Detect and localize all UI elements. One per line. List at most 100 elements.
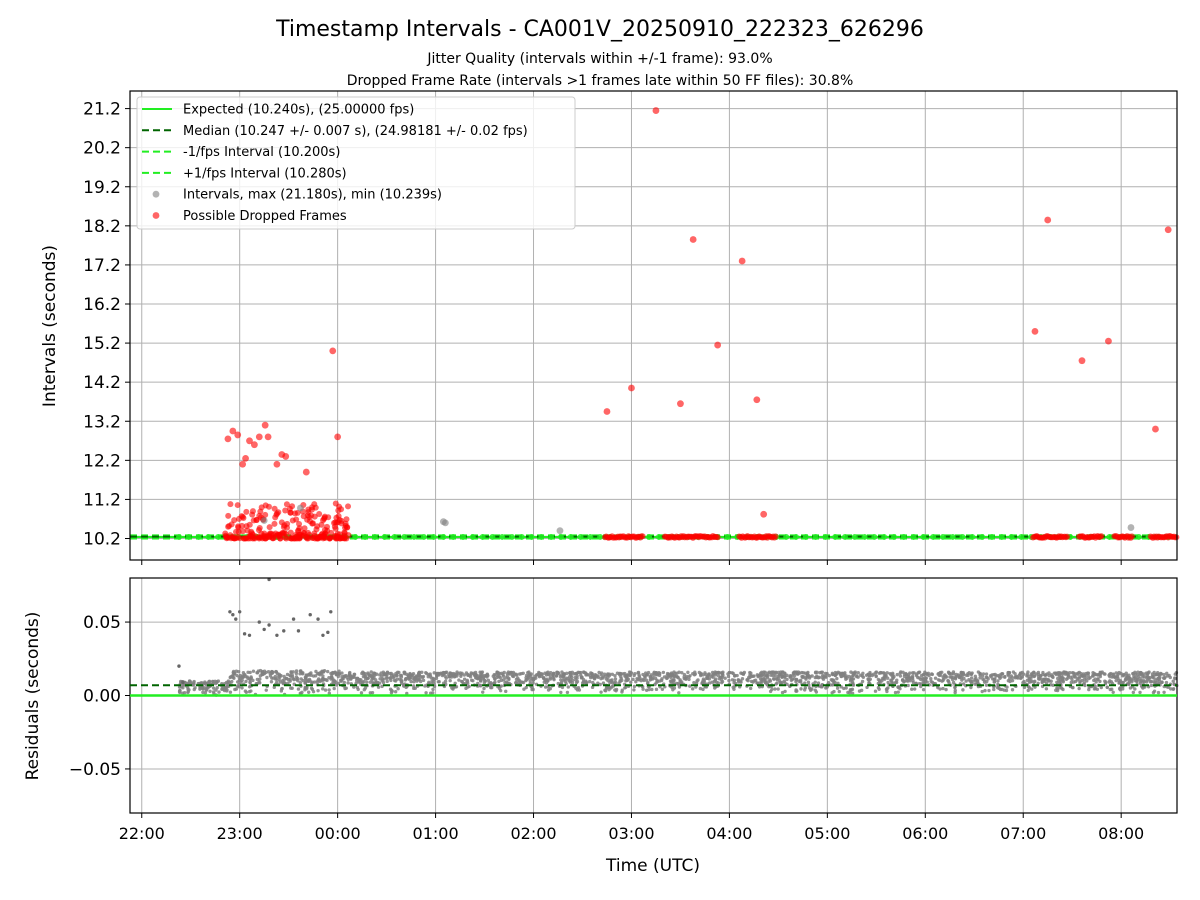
residual-point: [285, 676, 289, 681]
residual-point: [276, 674, 281, 679]
residual-point: [508, 672, 512, 676]
residual-point: [348, 674, 353, 679]
residual-point: [342, 680, 346, 685]
residual-point: [531, 681, 535, 685]
dropped-frame-point: [677, 400, 684, 408]
residual-point: [379, 671, 383, 675]
residual-point: [554, 674, 559, 678]
residual-point: [861, 675, 866, 679]
residual-point: [352, 672, 356, 677]
residual-point: [860, 679, 865, 684]
residual-point: [393, 689, 398, 694]
residual-point: [1071, 685, 1075, 690]
expected-marker: [646, 533, 653, 540]
residual-point: [929, 672, 934, 676]
residual-point: [1070, 670, 1075, 675]
residual-point: [1131, 672, 1135, 676]
residual-point: [1121, 687, 1125, 691]
dropped-frame-point: [282, 534, 289, 541]
residual-point: [1131, 690, 1136, 695]
residual-point: [1071, 680, 1076, 684]
residual-point: [590, 675, 595, 679]
residual-point: [1087, 685, 1091, 689]
residual-point: [301, 671, 305, 675]
residual-point: [727, 678, 731, 683]
residual-point: [1005, 685, 1009, 689]
residual-point: [317, 671, 322, 675]
dropped-frame-point: [289, 503, 296, 510]
dropped-frame-point: [1044, 216, 1052, 224]
residual-point: [591, 680, 595, 685]
residual-point: [1040, 679, 1044, 684]
residual-point: [925, 672, 929, 677]
residual-point: [606, 672, 610, 676]
residual-point: [1130, 680, 1134, 684]
residual-point: [357, 679, 361, 683]
dropped-frame-point: [603, 408, 611, 415]
residual-point: [1153, 677, 1157, 681]
residual-point: [365, 680, 369, 684]
residual-point: [274, 670, 279, 674]
residual-point: [385, 670, 390, 674]
residual-point: [192, 687, 196, 692]
residual-point: [1143, 675, 1147, 679]
dropped-frame-point: [294, 509, 301, 516]
residual-point: [1070, 675, 1075, 679]
residual-point: [1139, 670, 1143, 675]
expected-marker: [352, 533, 359, 540]
residual-point: [947, 681, 951, 685]
residual-point: [272, 685, 276, 690]
intervals-y-ticks: 10.2 11.2 12.2 13.2 14.2 15.2 16.2 17.2 18.2 19.2…: [83, 100, 130, 550]
residual-point: [285, 672, 290, 677]
residual-point: [321, 687, 325, 691]
residual-point: [1139, 678, 1144, 683]
residual-point: [313, 680, 317, 684]
residual-point: [694, 681, 699, 685]
residual-point: [235, 673, 239, 678]
residual-point: [632, 684, 637, 689]
y-tick-label: 14.2: [83, 373, 121, 393]
residual-point: [529, 674, 533, 678]
residual-point: [936, 672, 940, 676]
residual-point: [385, 679, 389, 684]
residual-point: [1050, 674, 1054, 679]
residual-point: [318, 678, 322, 682]
dropped-frame-point: [282, 453, 290, 460]
residual-point: [237, 610, 242, 614]
residual-point: [919, 684, 923, 689]
residual-point: [711, 675, 715, 679]
residual-point: [801, 671, 806, 675]
residual-point: [455, 670, 459, 674]
residual-point: [315, 680, 320, 684]
residual-point: [938, 673, 943, 677]
residual-point: [637, 673, 641, 677]
expected-marker: [724, 533, 731, 540]
expected-marker: [900, 533, 907, 540]
residual-point: [217, 690, 221, 694]
residual-point: [998, 687, 1003, 692]
residual-point: [587, 679, 592, 684]
residual-point: [1006, 673, 1011, 678]
residual-point: [713, 677, 718, 681]
intervals-x-ticks: [141, 560, 1122, 565]
residual-point: [378, 677, 382, 681]
residual-point: [452, 672, 457, 676]
residual-point: [629, 680, 633, 684]
residual-point: [290, 673, 294, 677]
residual-point: [657, 673, 662, 678]
residual-point: [479, 679, 483, 683]
residual-point: [559, 690, 563, 695]
residual-point: [891, 671, 895, 676]
residual-point: [563, 679, 568, 684]
residual-point: [654, 687, 659, 692]
residual-point: [257, 620, 261, 624]
residual-point: [803, 681, 807, 685]
residual-point: [1061, 680, 1065, 684]
residual-point: [710, 680, 714, 684]
residual-point: [856, 675, 860, 679]
legend-label: Median (10.247 +/- 0.007 s), (24.98181 +…: [183, 124, 528, 139]
residual-point: [240, 675, 244, 680]
residual-point: [987, 688, 991, 693]
residual-point: [270, 669, 274, 674]
dropped-frame-point: [283, 501, 290, 508]
